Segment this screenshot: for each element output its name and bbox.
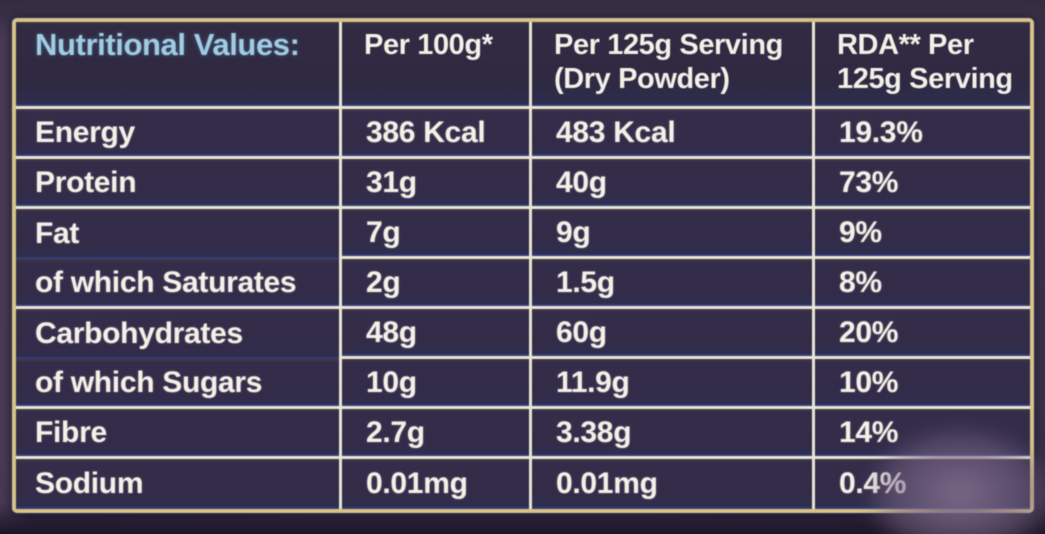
per-100g-cell: 31g xyxy=(342,159,532,209)
per-100g-cell: 2.7g xyxy=(342,409,532,459)
table-body: Energy 386 Kcal 483 Kcal 19.3% Protein 31g 40g… xyxy=(16,109,1030,509)
per-100g-cell: 7g xyxy=(342,209,532,259)
per-125g-serving-cell: 60g xyxy=(532,309,815,359)
table-title: Nutritional Values: xyxy=(16,22,342,109)
table-row: Protein 31g 40g 73% xyxy=(16,159,1030,209)
nutrient-name-cell: Energy xyxy=(16,109,342,159)
photo-light-blob xyxy=(830,399,1045,534)
nutrient-name-cell: of which Sugars xyxy=(16,359,342,409)
column-header-per-125g-serving: Per 125g Serving (Dry Powder) xyxy=(532,22,815,109)
table-row: of which Sugars 10g 11.9g 10% xyxy=(16,359,1030,409)
column-header-line: 125g Serving xyxy=(837,63,1013,95)
per-125g-serving-cell: 0.01mg xyxy=(532,459,815,509)
column-header-line: Per 100g* xyxy=(364,29,493,61)
nutrient-name-cell: Fibre xyxy=(16,409,342,459)
per-125g-serving-cell: 1.5g xyxy=(532,259,815,309)
rda-cell: 73% xyxy=(815,159,1030,209)
per-125g-serving-cell: 9g xyxy=(532,209,815,259)
table-row: Carbohydrates 48g 60g 20% xyxy=(16,309,1030,359)
rda-cell: 19.3% xyxy=(815,109,1030,159)
per-125g-serving-cell: 40g xyxy=(532,159,815,209)
per-100g-cell: 386 Kcal xyxy=(342,109,532,159)
rda-cell: 20% xyxy=(815,309,1030,359)
nutrient-name-cell: of which Saturates xyxy=(16,259,342,309)
rda-cell: 8% xyxy=(815,259,1030,309)
column-header-rda: RDA** Per 125g Serving xyxy=(815,22,1030,109)
rda-cell: 9% xyxy=(815,209,1030,259)
table-row: Fat 7g 9g 9% xyxy=(16,209,1030,259)
table-row: of which Saturates 2g 1.5g 8% xyxy=(16,259,1030,309)
column-header-line: RDA** Per xyxy=(837,29,974,61)
per-100g-cell: 48g xyxy=(342,309,532,359)
nutrient-name-cell: Sodium xyxy=(16,459,342,509)
nutrient-name-cell: Protein xyxy=(16,159,342,209)
column-header-per-100g: Per 100g* xyxy=(342,22,532,109)
table-title-text: Nutritional Values: xyxy=(35,27,300,62)
table-header: Nutritional Values: Per 100g* Per 125g S… xyxy=(16,22,1030,109)
per-100g-cell: 2g xyxy=(342,259,532,309)
nutrient-name-cell: Fat xyxy=(16,209,342,259)
nutrition-table: Nutritional Values: Per 100g* Per 125g S… xyxy=(12,18,1034,513)
per-125g-serving-cell: 483 Kcal xyxy=(532,109,815,159)
column-header-line: Per 125g Serving xyxy=(554,29,783,61)
column-header-line: (Dry Powder) xyxy=(554,63,730,95)
per-125g-serving-cell: 3.38g xyxy=(532,409,815,459)
nutrient-name-cell: Carbohydrates xyxy=(16,309,342,359)
per-100g-cell: 10g xyxy=(342,359,532,409)
per-125g-serving-cell: 11.9g xyxy=(532,359,815,409)
header-row: Nutritional Values: Per 100g* Per 125g S… xyxy=(16,22,1030,109)
table-row: Energy 386 Kcal 483 Kcal 19.3% xyxy=(16,109,1030,159)
per-100g-cell: 0.01mg xyxy=(342,459,532,509)
